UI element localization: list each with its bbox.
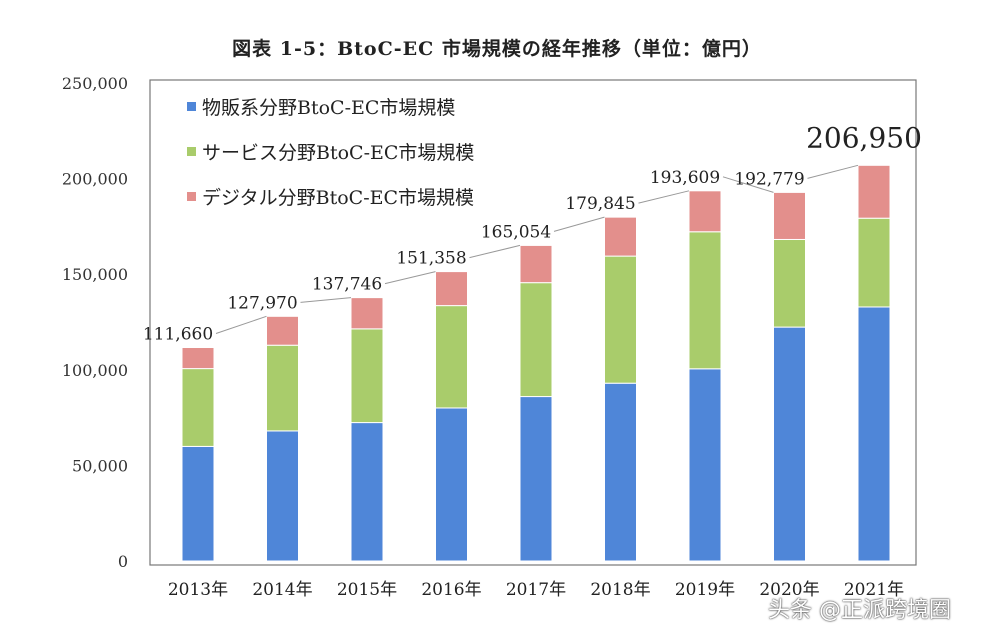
x-tick-label: 2018年 — [590, 580, 650, 600]
bar-goods — [604, 382, 637, 562]
bar-digital — [519, 244, 553, 284]
y-tick-label: 0 — [118, 552, 128, 571]
legend-label: サービス分野BtoC-EC市場規模 — [202, 142, 474, 164]
total-label: 206,950 — [806, 121, 922, 154]
bar-digital — [181, 347, 215, 370]
connector-line — [722, 176, 774, 193]
bar-services — [857, 217, 891, 308]
total-label: 137,746 — [312, 275, 382, 295]
y-tick-label: 100,000 — [62, 361, 128, 380]
total-label: 193,609 — [650, 168, 720, 188]
bar-services — [435, 305, 468, 409]
connector-line — [384, 271, 436, 285]
y-tick-label: 50,000 — [72, 456, 128, 475]
bar-services — [350, 328, 384, 424]
connector-line — [215, 315, 267, 334]
bar-goods — [519, 396, 553, 562]
total-label: 111,660 — [143, 325, 213, 345]
bar-services — [181, 368, 215, 447]
bar-digital — [604, 216, 637, 257]
connector-line — [553, 216, 605, 232]
bar-digital — [773, 191, 806, 240]
x-tick-label: 2014年 — [252, 580, 312, 600]
connector-line — [807, 164, 859, 179]
bar-goods — [857, 306, 891, 562]
total-label: 165,054 — [481, 222, 551, 242]
legend-swatch — [187, 102, 196, 111]
x-tick-label: 2019年 — [675, 580, 735, 600]
bar-goods — [773, 326, 806, 562]
bar-goods — [435, 407, 468, 562]
y-tick-label: 250,000 — [62, 74, 128, 93]
legend-swatch — [187, 192, 196, 201]
bar-digital — [688, 190, 722, 233]
legend-label: デジタル分野BtoC-EC市場規模 — [202, 187, 474, 209]
x-tick-label: 2013年 — [168, 580, 228, 600]
bar-goods — [350, 422, 384, 562]
bar-goods — [266, 430, 299, 562]
bar-services — [773, 238, 806, 328]
bar-digital — [350, 297, 384, 330]
legend-swatch — [187, 147, 196, 156]
x-tick-label: 2016年 — [421, 580, 481, 600]
total-label: 127,970 — [227, 293, 297, 313]
x-tick-label: 2015年 — [337, 580, 397, 600]
watermark: 头条 @正派跨境圈 — [768, 598, 951, 623]
x-tick-label: 2017年 — [506, 580, 566, 600]
connector-line — [300, 297, 352, 303]
y-tick-label: 200,000 — [62, 170, 128, 189]
bar-goods — [688, 368, 722, 562]
total-label: 151,358 — [396, 249, 466, 269]
plot-frame — [149, 79, 917, 566]
bar-services — [604, 255, 637, 384]
bar-digital — [266, 315, 299, 346]
connector-line — [638, 190, 690, 204]
bar-services — [266, 344, 299, 432]
legend-label: 物販系分野BtoC-EC市場規模 — [202, 97, 455, 119]
bar-digital — [857, 164, 891, 219]
bar-goods — [181, 445, 215, 562]
connector-line — [469, 244, 521, 259]
bar-services — [519, 282, 553, 398]
x-tick-label: 2021年 — [844, 580, 904, 600]
total-label: 192,779 — [734, 169, 804, 189]
total-label: 179,845 — [565, 194, 635, 214]
x-tick-label: 2020年 — [759, 580, 819, 600]
y-tick-label: 150,000 — [62, 265, 128, 284]
bar-services — [688, 231, 722, 370]
chart-title: 図表 1-5：BtoC-EC 市場規模の経年推移（単位：億円） — [232, 38, 762, 60]
bar-digital — [435, 271, 468, 307]
